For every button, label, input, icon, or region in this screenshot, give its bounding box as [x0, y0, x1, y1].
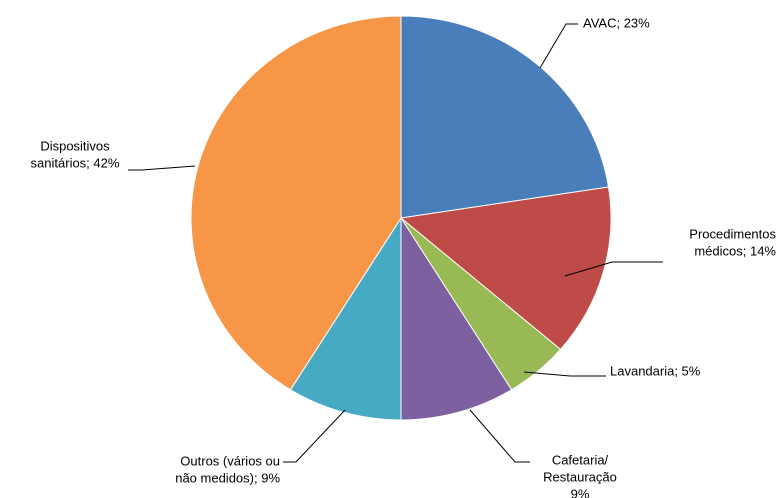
pie-slice	[399, 186, 612, 351]
slice-label: Lavandaria; 5%	[610, 363, 701, 378]
leader-line	[523, 371, 606, 377]
pie-slice	[190, 15, 402, 391]
slice-label: Dispositivos	[40, 138, 110, 153]
pie-slice	[400, 216, 513, 421]
slice-label: Procedimentos	[689, 226, 776, 241]
slice-label: Restauração	[543, 469, 617, 484]
leader-line	[283, 409, 346, 463]
leader-line	[469, 409, 530, 463]
leader-line	[564, 261, 663, 277]
slice-label: AVAC; 23%	[583, 15, 650, 30]
slice-label: médicos; 14%	[694, 243, 776, 258]
slice-label: não medidos); 9%	[175, 470, 280, 485]
slice-label: sanitários; 42%	[31, 155, 120, 170]
pie-slice	[289, 216, 402, 421]
leader-line	[128, 165, 196, 171]
slice-label: Cafetaria/	[552, 452, 609, 467]
slice-label: 9%	[571, 486, 590, 498]
pie-slice	[400, 15, 610, 219]
slice-label: Outros (vários ou	[180, 453, 280, 468]
leader-line	[539, 23, 578, 69]
